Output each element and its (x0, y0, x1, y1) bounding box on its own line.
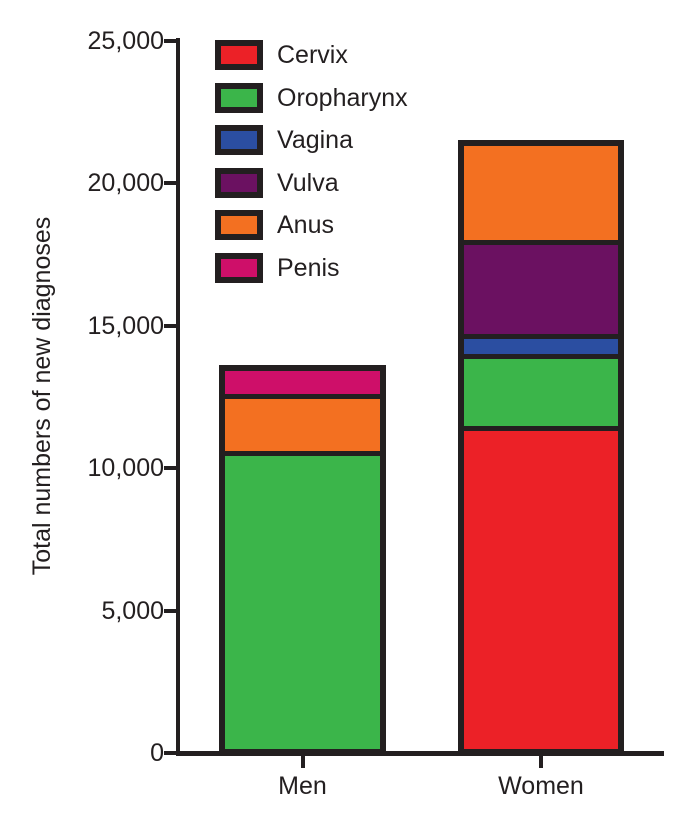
bar-segment-women-vulva (458, 242, 624, 337)
y-axis-title: Total numbers of new diagnoses (28, 216, 56, 576)
y-tick-mark (164, 751, 178, 755)
bar-segment-men-anus (219, 396, 386, 454)
x-tick-mark-women (539, 755, 543, 768)
y-axis-line (176, 38, 180, 756)
y-tick-mark (164, 466, 178, 470)
legend-swatch-vulva (215, 167, 263, 198)
bar-segment-divider (458, 240, 624, 246)
y-tick-label: 5,000 (101, 596, 164, 625)
legend-swatch-oropharynx (215, 82, 263, 113)
x-axis-label-men: Men (278, 772, 327, 800)
legend-label-vagina: Vagina (277, 126, 353, 154)
bar-segment-divider (458, 354, 624, 360)
legend-swatch-anus (215, 210, 263, 240)
x-axis-label-women: Women (498, 772, 584, 800)
y-tick-mark (164, 181, 178, 185)
y-tick-label: 0 (150, 739, 164, 767)
bar-women-outline (458, 140, 624, 755)
legend-label-vulva: Vulva (277, 168, 339, 197)
bar-segment-women-anus (458, 143, 624, 243)
legend-swatch-cervix (215, 40, 263, 70)
y-tick-mark (164, 38, 178, 43)
x-axis-line (177, 751, 664, 756)
legend-label-penis: Penis (277, 253, 340, 282)
bar-segment-divider (458, 334, 624, 340)
legend-swatch-penis (215, 252, 263, 283)
y-tick-mark (164, 608, 178, 613)
y-tick-mark (164, 323, 178, 328)
legend-swatch-vagina (215, 125, 263, 155)
bar-segment-divider (219, 394, 386, 400)
x-tick-mark-men (300, 755, 305, 768)
bar-segment-men-oropharynx (219, 453, 386, 755)
bar-segment-women-oropharynx (458, 356, 624, 429)
legend-label-oropharynx: Oropharynx (277, 83, 408, 112)
bar-men-outline (219, 365, 386, 755)
bar-segment-women-cervix (458, 428, 624, 755)
legend-label-anus: Anus (277, 211, 334, 239)
y-tick-label: 15,000 (87, 311, 164, 340)
bar-segment-divider (458, 425, 624, 431)
bar-segment-women-vagina (458, 336, 624, 357)
y-tick-label: 25,000 (87, 26, 164, 55)
bar-segment-divider (219, 451, 386, 457)
y-tick-label: 10,000 (87, 454, 164, 482)
bar-segment-men-penis (219, 368, 386, 397)
y-tick-label: 20,000 (87, 169, 164, 197)
legend-label-cervix: Cervix (277, 41, 348, 69)
